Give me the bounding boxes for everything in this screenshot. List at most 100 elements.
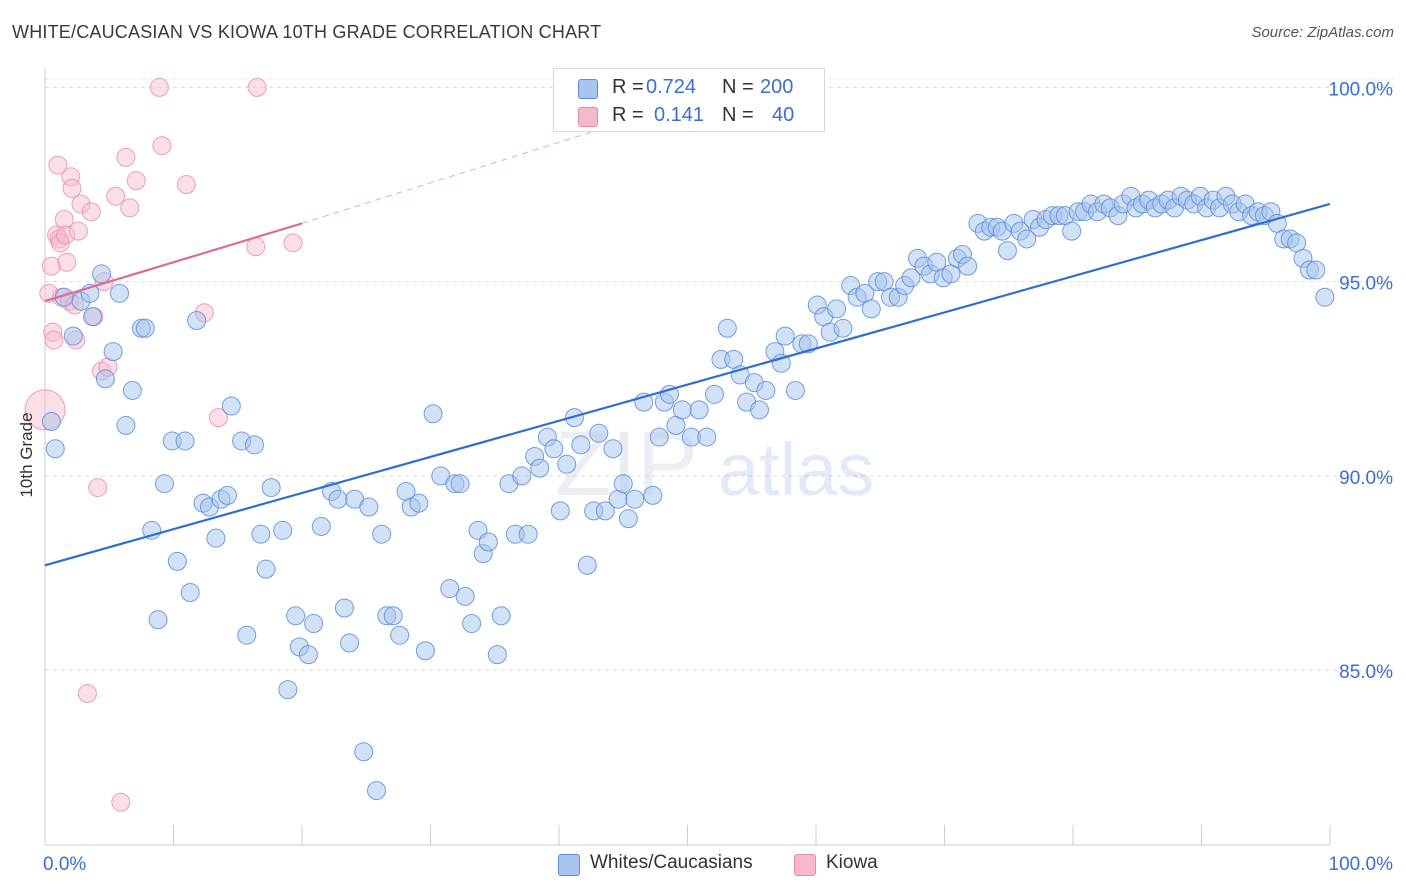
whites-point [155,474,175,494]
y-axis-label: 10th Grade [17,412,36,497]
y-tick-label: 95.0% [1339,274,1393,295]
kiowa-point [208,408,228,428]
whites-point [354,742,374,762]
whites-point [1315,287,1335,307]
whites-point [206,528,226,548]
legend-r-label: R = [612,104,644,126]
kiowa-point [176,175,196,195]
kiowa-trend-line [44,222,303,303]
whites-point [340,633,360,653]
whites-point [462,614,482,634]
whites-point [278,680,298,700]
whites-point [95,369,115,389]
whites-point [827,299,847,319]
whites-point [45,439,65,459]
bottom-legend-swatch-whites [558,854,580,876]
whites-point [958,256,978,276]
whites-point [135,318,155,338]
kiowa-point [68,221,88,241]
y-tick-label: 85.0% [1339,662,1393,683]
whites-point [1017,229,1037,249]
legend-row-whites: R = 0.724 N = 200 [554,73,824,101]
whites-point [455,586,475,606]
whites-point [367,781,387,801]
trend-lines [44,129,1331,567]
whites-point [83,307,103,327]
kiowa-point [41,256,61,276]
whites-point [63,326,83,346]
correlation-legend: R = 0.724 N = 200 R = 0.141 N = 40 [553,68,825,132]
whites-point [571,435,591,455]
kiowa-point [247,77,267,97]
whites-point [717,318,737,338]
whites-point [116,415,136,435]
legend-r-label: R = [612,76,644,98]
whites-point [148,610,168,630]
whites-point [564,408,584,428]
kiowa-point [283,233,303,253]
whites-point [450,474,470,494]
whites-point [110,283,130,303]
whites-point [618,509,638,529]
whites-point [440,579,460,599]
legend-n-value: 40 [772,104,795,126]
bottom-legend-label-kiowa: Kiowa [826,852,878,873]
whites-trend-line [44,202,1331,567]
whites-point [328,489,348,509]
whites-point [544,439,564,459]
whites-point [175,431,195,451]
whites-point [512,466,532,486]
legend-r-value: 0.141 [654,104,705,126]
whites-point [187,311,207,331]
kiowa-point [56,225,76,245]
whites-point [251,524,271,544]
bottom-legend-label-whites: Whites/Caucasians [590,852,753,873]
whites-point [304,614,324,634]
whites-point [103,342,123,362]
whites-point [409,493,429,513]
legend-n-value: 200 [760,76,794,98]
whites-point [603,439,623,459]
whites-point [689,400,709,420]
whites-point [785,380,805,400]
whites-point [217,485,237,505]
legend-row-kiowa: R = 0.141 N = 40 [554,101,824,129]
whites-point [530,458,550,478]
whites-point [901,268,921,288]
whites-point [518,524,538,544]
legend-swatch-kiowa [578,107,598,127]
whites-point [286,606,306,626]
whites-point [1062,221,1082,241]
whites-point [423,404,443,424]
kiowa-point [43,322,63,342]
axes [44,68,1331,846]
whites-point [697,427,717,447]
kiowa-point [48,155,68,175]
whites-point [390,625,410,645]
whites-point [643,485,663,505]
whites-point [237,625,257,645]
x-tick-label: 100.0% [1329,854,1394,875]
whites-point [221,396,241,416]
legend-r-value: 0.724 [646,76,697,98]
kiowa-point [71,194,91,214]
whites-point [491,606,511,626]
whites-point [775,326,795,346]
whites-point [649,427,669,447]
source-label: Source: ZipAtlas.com [1251,24,1394,41]
whites-point [1306,260,1326,280]
whites-point [625,489,645,509]
kiowa-point [111,792,131,812]
whites-point [613,474,633,494]
kiowa-point [126,171,146,191]
kiowa-point [44,330,64,350]
kiowa-point [81,202,101,222]
whites-point [372,524,392,544]
whites-point [550,501,570,521]
legend-n-label: N = [722,76,754,98]
whites-point [478,532,498,552]
whites-point [180,582,200,602]
legend-n-label: N = [722,104,754,126]
x-tick-label: 0.0% [43,854,86,875]
whites-point [749,400,769,420]
